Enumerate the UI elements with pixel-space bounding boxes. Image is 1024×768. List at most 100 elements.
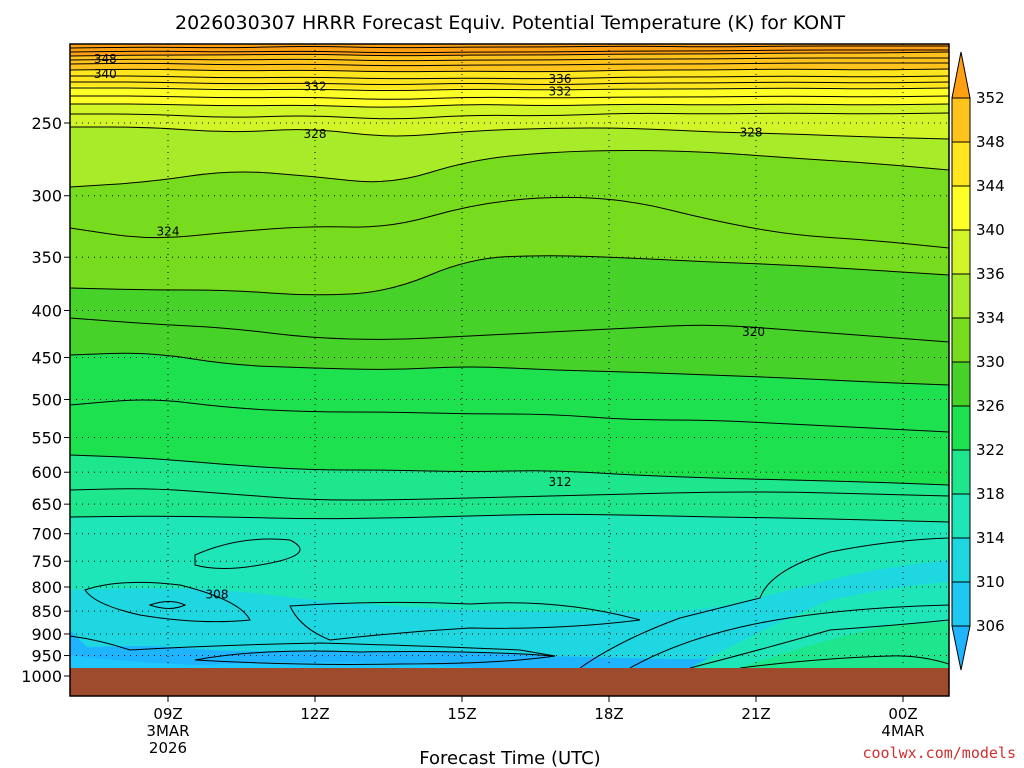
colorbar: 352 348 344 340 336 334 330 326 322 318 314 310 306 — [951, 51, 1005, 671]
y-tick-label: 900 — [31, 625, 62, 644]
contour-line — [70, 68, 949, 73]
x-tick-sublabel: 4MAR — [881, 722, 924, 740]
contour-line — [70, 95, 949, 100]
colorbar-segment — [951, 141, 971, 187]
contour-line — [289, 601, 641, 641]
contour-line — [70, 126, 949, 140]
contour-line — [70, 87, 949, 91]
colorbar-label: 344 — [976, 177, 1005, 195]
x-tick-sublabel: 2026 — [149, 739, 187, 757]
x-tick-label: 12Z — [300, 705, 329, 723]
chart-title: 2026030307 HRRR Forecast Equiv. Potentia… — [175, 12, 845, 34]
contour-line — [70, 49, 949, 54]
colorbar-label: 306 — [976, 617, 1005, 635]
ground-terrain — [70, 668, 949, 696]
colorbar-segment — [951, 317, 971, 363]
y-tick-label: 400 — [31, 301, 62, 320]
credit-text: coolwx.com/models — [862, 744, 1016, 762]
x-tick-label: 15Z — [447, 705, 476, 723]
colorbar-segment — [951, 405, 971, 451]
contour-line — [70, 196, 949, 249]
contour-line — [148, 601, 187, 609]
x-tick-label: 21Z — [741, 705, 770, 723]
colorbar-label: 314 — [976, 529, 1005, 547]
colorbar-segment — [951, 449, 971, 495]
contour-label: 308 — [206, 587, 229, 601]
colorbar-segment — [951, 361, 971, 407]
x-tick-label: 00Z — [888, 705, 917, 723]
y-tick-label: 700 — [31, 525, 62, 544]
contour-lines — [70, 45, 949, 668]
y-tick-label: 750 — [31, 552, 62, 571]
contour-label: 312 — [549, 475, 572, 489]
color-bands — [70, 44, 949, 668]
contour-line — [70, 103, 949, 108]
contour-label: 336 — [549, 72, 572, 86]
y-tick-label: 250 — [31, 114, 62, 133]
contour-line — [70, 635, 556, 657]
x-tick-sublabel: 3MAR — [146, 722, 189, 740]
contour-line — [70, 62, 949, 67]
contour-label: 328 — [304, 127, 327, 141]
contour-line — [194, 650, 556, 665]
colorbar-segment — [951, 581, 971, 627]
contour-line — [70, 51, 949, 57]
colorbar-label: 336 — [976, 265, 1005, 283]
y-tick-label: 300 — [31, 187, 62, 206]
contour-line — [70, 454, 949, 486]
y-tick-label: 350 — [31, 248, 62, 267]
colorbar-label: 322 — [976, 441, 1005, 459]
contour-line — [739, 655, 949, 668]
y-tick-label: 650 — [31, 495, 62, 514]
colorbar-top-arrow — [951, 51, 971, 99]
colorbar-segment — [951, 229, 971, 275]
y-tick-label: 800 — [31, 578, 62, 597]
y-tick-label: 450 — [31, 348, 62, 367]
x-tick-label: 18Z — [594, 705, 623, 723]
y-tick-label: 600 — [31, 463, 62, 482]
y-tick-label: 500 — [31, 391, 62, 410]
warm-pool — [740, 622, 949, 668]
colorbar-label: 330 — [976, 353, 1005, 371]
plot-frame — [69, 43, 950, 697]
y-tick-label: 1000 — [21, 667, 62, 686]
contour-label: 324 — [157, 224, 180, 238]
contour-line — [84, 581, 251, 623]
y-tick-label: 950 — [31, 647, 62, 666]
colorbar-label: 318 — [976, 485, 1005, 503]
colorbar-segment — [951, 493, 971, 539]
y-tick-label: 550 — [31, 429, 62, 448]
contour-line — [70, 81, 949, 85]
colorbar-segment — [951, 273, 971, 319]
contour-label: 348 — [94, 52, 117, 66]
contour-line — [70, 488, 949, 501]
colorbar-label: 334 — [976, 309, 1005, 327]
colorbar-bottom-arrow — [951, 625, 971, 671]
colorbar-segment — [951, 97, 971, 143]
contour-label: 328 — [740, 125, 763, 139]
contour-line — [70, 513, 949, 523]
contour-line — [70, 75, 949, 80]
contour-line — [629, 604, 949, 668]
contour-label: 320 — [742, 325, 765, 339]
contour-label: 332 — [549, 84, 572, 98]
contour-line — [70, 255, 949, 296]
contour-line — [70, 57, 949, 62]
contour-label: 340 — [94, 67, 117, 81]
x-axis-label: Forecast Time (UTC) — [419, 748, 600, 768]
contour-line — [70, 317, 949, 343]
contour-line — [70, 352, 949, 386]
contour-line — [70, 150, 949, 188]
contour-line — [689, 619, 949, 668]
contour-label: 332 — [304, 79, 327, 93]
contour-line — [194, 538, 301, 569]
colorbar-label: 348 — [976, 133, 1005, 151]
contour-line — [70, 45, 949, 49]
contour-line — [70, 399, 949, 433]
grid-lines — [70, 44, 949, 668]
y-tick-label: 850 — [31, 602, 62, 621]
y-axis: 250 300 350 400 450 500 550 600 650 700 750 800 850 9… — [21, 114, 70, 686]
